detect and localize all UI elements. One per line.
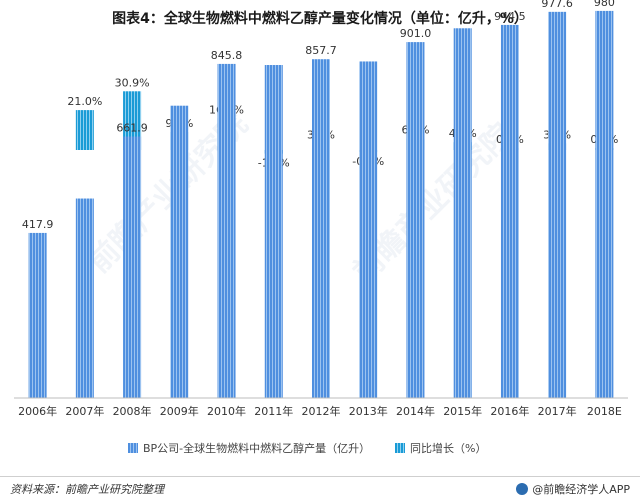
growth-bar [75, 110, 94, 150]
x-tick-label: 2017年 [538, 404, 577, 418]
footer-divider [0, 476, 640, 477]
x-tick-label: 2007年 [65, 404, 104, 418]
production-bar [453, 28, 472, 399]
production-data-label: 661.9 [116, 122, 148, 135]
production-data-label: 944.5 [494, 10, 526, 23]
production-data-label: 980 [594, 0, 615, 9]
production-data-label: 417.9 [22, 218, 54, 231]
x-tick-label: 2015年 [443, 404, 482, 418]
production-bar [595, 10, 614, 399]
x-tick-label: 2018E [587, 405, 622, 418]
x-tick-label: 2011年 [254, 404, 293, 418]
production-data-label: 901.0 [400, 27, 432, 40]
brand-mark: @前瞻经济学人APP [516, 481, 630, 497]
production-bar [170, 105, 189, 398]
chart-title: 图表4：全球生物燃料中燃料乙醇产量变化情况（单位：亿升，%） [112, 11, 528, 27]
production-bar [123, 136, 142, 398]
legend-swatch-production [128, 443, 138, 453]
growth-series: 21.0%30.9%9.5%16.7%-1.9%3.3%-0.9%6.0%4.1… [67, 76, 618, 169]
legend-label-growth: 同比增长（%） [410, 442, 487, 455]
legend-label-production: BP公司-全球生物燃料中燃料乙醇产量（亿升） [143, 442, 371, 455]
x-tick-label: 2009年 [160, 404, 199, 418]
growth-data-label: 21.0% [67, 95, 102, 108]
legend-growth: 同比增长（%） [395, 440, 486, 456]
x-tick-label: 2008年 [113, 404, 152, 418]
x-tick-label: 2010年 [207, 404, 246, 418]
production-bar [28, 232, 47, 398]
x-tick-label: 2013年 [349, 404, 388, 418]
brand-logo-icon [516, 483, 529, 495]
brand-label: @前瞻经济学人APP [532, 483, 630, 496]
production-data-label: 857.7 [305, 44, 337, 57]
production-bar [312, 59, 330, 399]
production-series: 417.9 661.9 845.8 857.7 901.0 944.5 977.6 980 [22, 0, 615, 399]
source-note: 资料来源：前瞻产业研究院整理 [10, 483, 164, 496]
x-tick-label: 2006年 [18, 404, 57, 418]
production-bar [406, 42, 425, 398]
x-tick-label: 2016年 [490, 404, 529, 418]
production-bar [359, 61, 378, 399]
legend-swatch-growth [395, 443, 405, 453]
production-bar [548, 11, 567, 399]
growth-data-label: 30.9% [115, 76, 150, 89]
production-bar [217, 63, 236, 399]
production-bar [500, 24, 519, 399]
x-tick-label: 2012年 [302, 404, 341, 418]
growth-bar [123, 91, 142, 150]
production-bar [264, 65, 283, 398]
legend-production: BP公司-全球生物燃料中燃料乙醇产量（亿升） [128, 440, 370, 456]
x-axis: 2006年 2007年 2008年 2009年 2010年 2011年 2012年 2013年… [14, 397, 628, 418]
production-data-label: 845.8 [211, 49, 243, 62]
x-tick-label: 2014年 [396, 404, 435, 418]
production-data-label: 977.6 [541, 0, 573, 10]
production-bar [75, 198, 94, 398]
